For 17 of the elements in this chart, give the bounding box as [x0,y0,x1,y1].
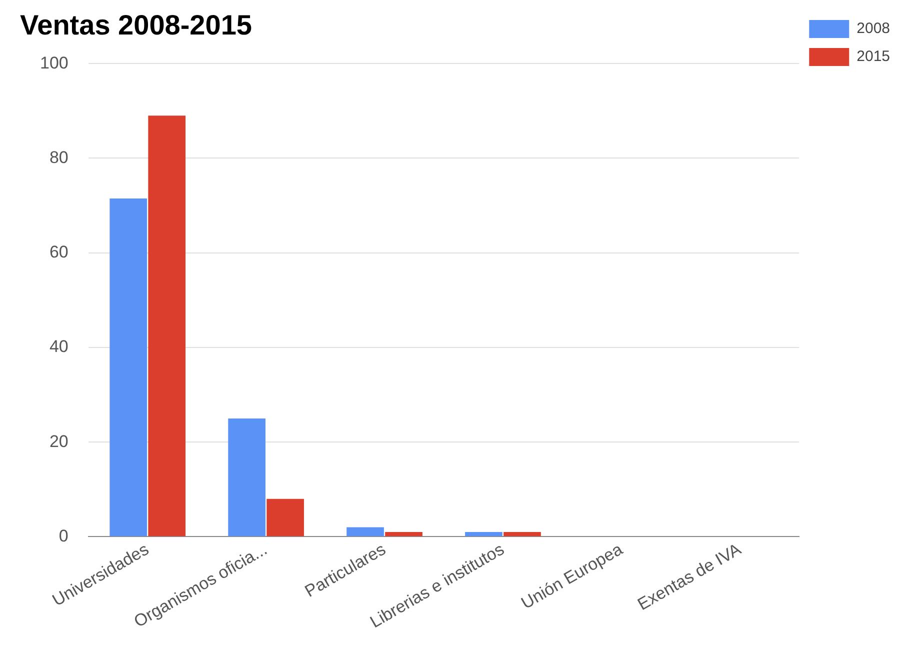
bar [266,498,304,536]
bar [385,532,422,536]
y-tick-label: 100 [40,53,68,72]
bar [465,532,502,536]
chart-title: Ventas 2008-2015 [20,10,252,41]
y-tick-label: 40 [49,337,68,356]
y-tick-label: 20 [49,432,68,451]
bar [228,418,266,536]
bar [148,116,186,536]
y-tick-label: 0 [58,526,68,546]
legend-label: 2008 [856,20,890,38]
y-tick-label: 80 [49,148,68,167]
legend-label: 2015 [856,48,890,66]
y-tick-label: 60 [49,242,68,262]
bar [110,198,148,536]
bar [504,532,541,536]
bar [346,527,384,536]
